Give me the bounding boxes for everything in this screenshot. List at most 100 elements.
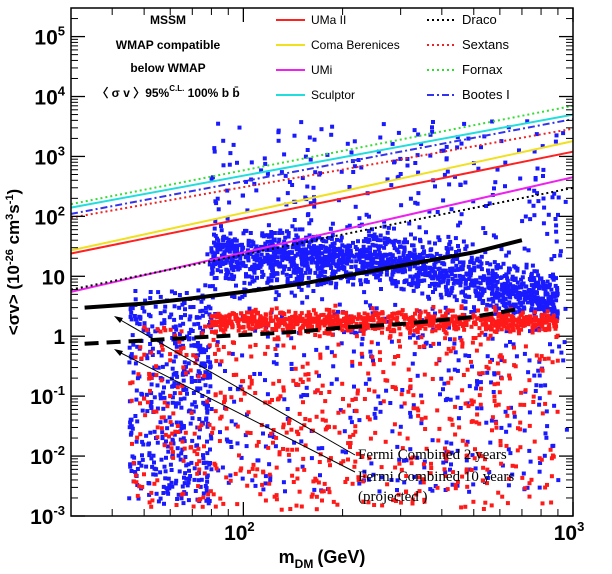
red-point [496,490,501,495]
red-point [475,412,480,417]
blue-point [225,240,230,245]
red-point [291,345,296,350]
blue-point [300,227,305,232]
red-point [267,400,272,405]
red-point [469,468,474,472]
blue-point [538,461,543,465]
y-tick-base: 10 [34,206,57,229]
blue-point [422,465,427,470]
blue-point [373,415,378,420]
blue-point [393,268,398,273]
blue-point [463,281,468,286]
blue-point [269,230,274,234]
blue-point [521,270,526,275]
blue-point [545,231,550,236]
blue-point [404,278,409,283]
blue-point [289,290,294,295]
blue-point [328,281,333,286]
blue-point [490,268,495,273]
red-point [515,448,520,453]
red-point [408,378,413,382]
blue-point [357,481,362,486]
blue-point [482,275,487,280]
red-point [145,400,150,405]
blue-point [339,235,344,240]
red-point [246,410,251,415]
blue-point [552,403,557,408]
blue-point [551,272,555,277]
red-point [345,328,350,333]
red-point [475,316,480,321]
blue-point [532,213,537,218]
blue-point [240,246,245,251]
red-point [372,503,377,507]
blue-point [432,262,437,267]
blue-point [258,263,263,268]
blue-point [455,135,460,140]
red-point [400,446,405,451]
blue-point [273,262,278,267]
blue-point [374,236,379,241]
blue-point [171,359,176,364]
blue-point [393,302,398,307]
blue-point [187,336,192,341]
red-point [405,321,410,326]
blue-point [264,248,269,253]
red-point [274,314,278,319]
blue-point [235,160,239,165]
blue-point [171,441,176,446]
blue-point [308,157,313,162]
red-point [145,328,149,332]
red-point [423,427,428,431]
red-point [331,309,336,314]
blue-point [518,292,523,297]
red-point [386,315,391,320]
red-point [162,400,167,405]
red-point [340,323,345,328]
red-point [448,349,453,354]
red-point [513,317,518,322]
blue-point [478,275,483,280]
red-point [290,314,295,319]
red-point [256,440,261,444]
blue-point [351,282,356,287]
red-point [214,329,218,334]
blue-point [215,246,220,251]
blue-point [277,247,282,252]
red-point [316,480,321,485]
blue-point [428,132,433,137]
y-tick-label: 10 [42,266,65,289]
red-point [171,450,175,455]
blue-point [456,358,461,363]
blue-point [408,274,413,279]
blue-point [135,376,140,381]
blue-point [458,406,463,410]
blue-point [453,350,458,355]
blue-point [550,349,555,354]
blue-point [522,246,527,251]
blue-point [405,163,410,168]
blue-point [466,285,471,290]
blue-point [372,411,377,416]
red-point [385,378,390,383]
blue-point [442,381,447,386]
blue-point [158,470,163,475]
red-point [540,324,545,329]
red-point [417,314,422,319]
blue-point [158,392,163,397]
blue-point [546,298,551,303]
blue-point [300,176,305,180]
blue-point [223,369,227,373]
blue-point [483,250,488,255]
y-axis-label: <σv> (10-26 cm3s-1) [4,189,23,335]
blue-point [166,449,171,454]
red-point [263,327,268,332]
red-point [154,364,159,369]
red-point [379,465,384,470]
red-point [454,324,459,329]
blue-point [197,347,202,352]
blue-point [492,273,497,278]
blue-point [215,268,220,273]
red-point [315,315,320,320]
red-point [347,318,351,323]
